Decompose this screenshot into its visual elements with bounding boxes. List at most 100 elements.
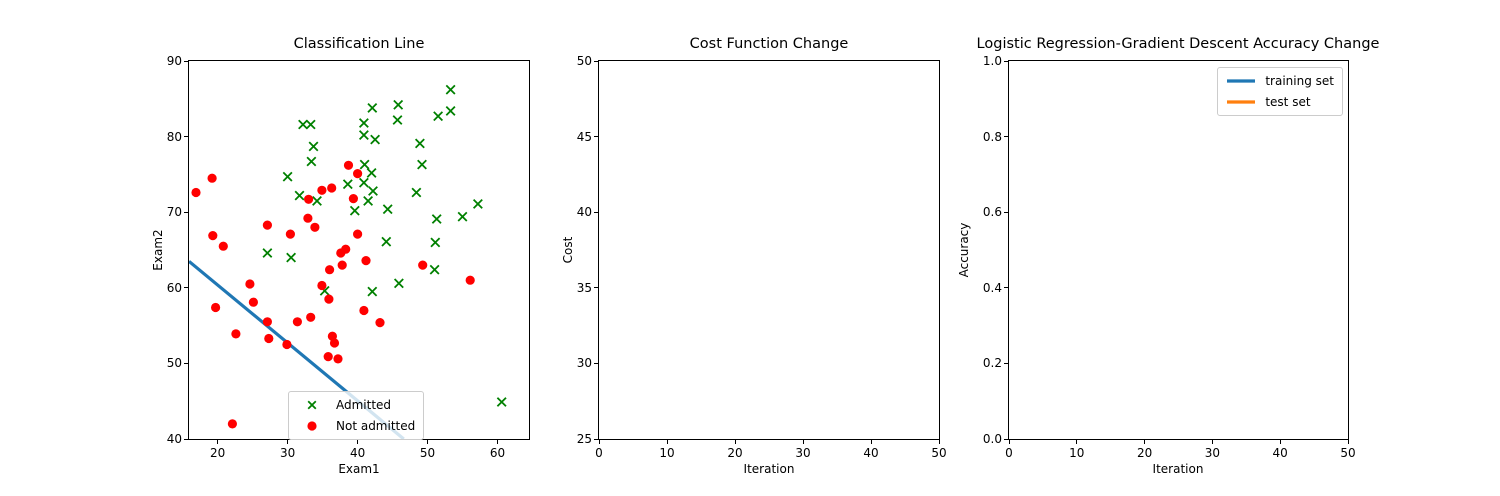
not-admitted-point: [306, 312, 316, 322]
not-admitted-point: [465, 275, 475, 285]
y-tick-label: 1.0: [982, 54, 1002, 68]
admitted-point: [381, 236, 392, 247]
plot-area: [599, 61, 939, 439]
x-axis-label: Iteration: [1152, 462, 1204, 476]
not-admitted-point: [292, 317, 302, 327]
not-admitted-point: [245, 279, 255, 289]
y-tick-label: 35: [576, 280, 592, 295]
legend: Admitted Not admitted: [288, 391, 425, 440]
y-tick-mark: [594, 136, 598, 138]
admitted-point: [358, 177, 369, 188]
legend-label: Admitted: [336, 398, 392, 412]
y-tick-mark: [1004, 60, 1008, 62]
y-tick-label: 80: [166, 129, 182, 144]
admitted-point: [433, 111, 444, 122]
legend-item-test-set: test set: [1226, 93, 1334, 111]
admitted-point: [367, 102, 378, 113]
admitted-point: [282, 171, 293, 182]
y-tick-label: 0.6: [982, 205, 1002, 220]
y-tick-label: 45: [576, 129, 592, 144]
x-tick-label: 60: [489, 446, 506, 460]
y-tick-label: 0.4: [982, 280, 1002, 295]
admitted-point: [382, 204, 393, 215]
not-admitted-point: [231, 329, 241, 339]
y-tick-label: 90: [166, 54, 182, 68]
x-tick-mark: [217, 440, 219, 444]
admitted-point: [370, 134, 381, 145]
y-tick-mark: [184, 60, 188, 62]
x-tick-label: 0: [1005, 446, 1013, 460]
admitted-point: [294, 190, 305, 201]
not-admitted-point: [304, 194, 314, 204]
admitted-point: [496, 397, 507, 407]
not-admitted-point: [262, 220, 272, 230]
not-admitted-point: [343, 160, 354, 170]
plot-area: [189, 84, 507, 439]
not-admitted-point: [282, 339, 292, 350]
admitted-point: [306, 156, 317, 167]
admitted-point: [411, 187, 422, 198]
admitted-point: [430, 237, 441, 248]
legend-label: test set: [1265, 95, 1311, 109]
y-tick-label: 50: [166, 356, 182, 371]
not-admitted-point: [211, 302, 221, 313]
x-tick-mark: [802, 440, 804, 444]
admitted-point: [445, 84, 456, 95]
not-admitted-point: [323, 352, 333, 362]
x-tick-mark: [1144, 440, 1146, 444]
y-axis-label: Accuracy: [957, 222, 971, 278]
circle-marker-icon: [297, 420, 327, 432]
legend-item-admitted: Admitted: [297, 396, 415, 414]
admitted-point: [429, 264, 440, 275]
y-tick-mark: [1004, 438, 1008, 440]
admitted-point: [393, 278, 404, 289]
not-admitted-point: [353, 169, 363, 179]
not-admitted-point: [303, 213, 313, 223]
x-tick-mark: [497, 440, 499, 444]
admitted-point: [305, 119, 316, 130]
x-tick-label: 30: [1204, 446, 1221, 460]
cost-function-plot: 0 10 20 30 40 50 25 30 35 40 45 50: [577, 54, 947, 460]
not-admitted-point: [324, 294, 334, 304]
y-tick-mark: [594, 60, 598, 62]
x-tick-mark: [287, 440, 289, 444]
x-tick-mark: [357, 440, 359, 444]
admitted-point: [308, 141, 319, 152]
x-tick-mark: [666, 440, 668, 444]
not-admitted-point: [348, 194, 358, 204]
y-tick-label: 0.2: [982, 356, 1002, 371]
admitted-point: [392, 115, 403, 125]
x-tick-label: 10: [659, 446, 675, 460]
x-tick-label: 50: [1340, 446, 1356, 460]
y-axis-label: Cost: [561, 236, 575, 264]
not-admitted-point: [329, 338, 340, 348]
y-tick-mark: [1004, 287, 1008, 289]
not-admitted-point: [337, 260, 347, 270]
not-admitted-point: [317, 185, 327, 195]
y-tick-mark: [1004, 211, 1008, 213]
y-tick-mark: [1004, 362, 1008, 364]
y-tick-label: 70: [166, 205, 182, 220]
not-admitted-point: [333, 354, 343, 364]
y-tick-mark: [594, 362, 598, 364]
admitted-point: [417, 159, 427, 170]
admitted-point: [445, 105, 456, 116]
x-tick-label: 40: [1272, 446, 1288, 460]
x-tick-label: 40: [863, 446, 879, 460]
admitted-point: [431, 214, 442, 224]
not-admitted-point: [361, 256, 371, 266]
y-tick-label: 40: [576, 205, 592, 220]
y-tick-mark: [184, 438, 188, 440]
x-axis-label: Exam1: [338, 462, 380, 476]
y-tick-mark: [184, 362, 188, 364]
y-tick-label: 60: [166, 280, 182, 295]
not-admitted-point: [264, 333, 274, 344]
legend-label: training set: [1265, 74, 1334, 88]
not-admitted-point: [327, 183, 337, 193]
x-tick-label: 30: [280, 446, 296, 460]
admitted-point: [298, 119, 308, 130]
admitted-point: [363, 195, 374, 206]
admitted-point: [342, 179, 353, 190]
x-axis-label: Iteration: [743, 462, 795, 476]
